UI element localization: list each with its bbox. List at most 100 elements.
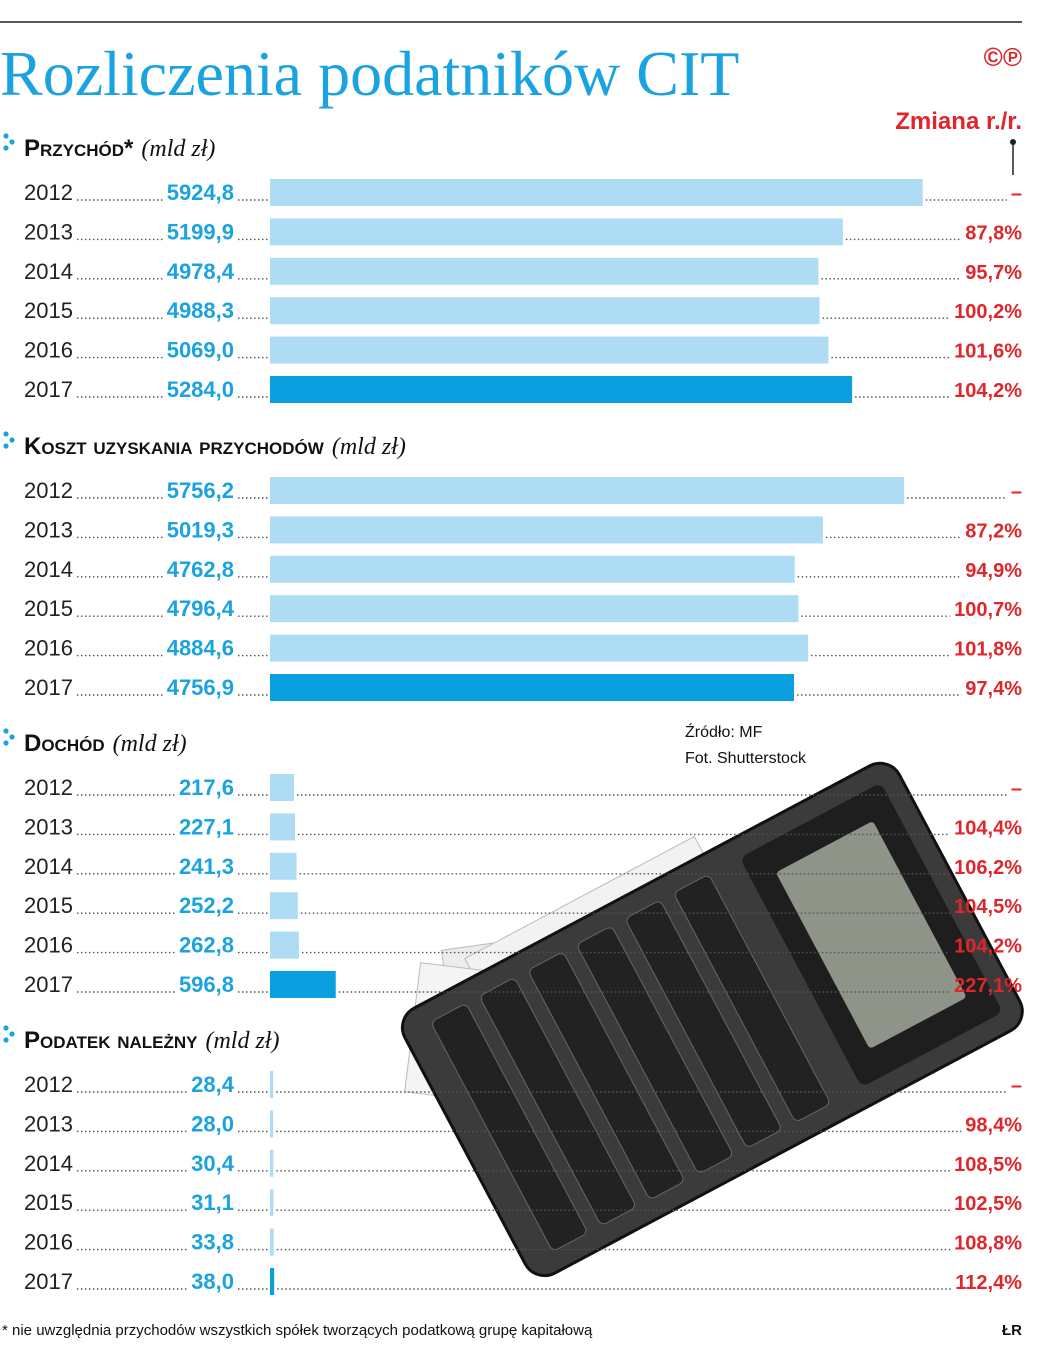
bullet: [3, 1037, 9, 1043]
bar: [270, 674, 795, 701]
year: 2012: [24, 1072, 73, 1097]
bar: [270, 971, 336, 998]
section-unit: (mld zł): [332, 434, 406, 460]
change-label: –: [1011, 481, 1022, 503]
year: 2015: [24, 893, 73, 918]
change-label: 87,8%: [965, 222, 1022, 244]
change-label: 102,5%: [954, 1193, 1022, 1215]
value-label: 4884,6: [167, 636, 234, 661]
change-label: 106,2%: [954, 857, 1022, 879]
year: 2014: [24, 854, 73, 879]
year: 2016: [24, 338, 73, 363]
bar: [270, 1071, 274, 1098]
year: 2014: [24, 557, 73, 582]
value-label: 227,1: [179, 814, 234, 839]
section-unit: (mld zł): [113, 731, 187, 757]
section-title: Koszt uzyskania przychodów: [24, 433, 325, 460]
change-header: Zmiana r./r.: [895, 108, 1022, 135]
change-label: 100,2%: [954, 301, 1022, 323]
bar: [270, 1110, 274, 1138]
value-label: 5199,9: [167, 219, 234, 244]
credit: ŁR: [1002, 1322, 1022, 1339]
value-label: 4762,8: [167, 557, 234, 582]
bullet: [9, 1031, 15, 1037]
change-label: 95,7%: [965, 262, 1022, 284]
year: 2016: [24, 1230, 73, 1255]
calculator-screen: [777, 822, 966, 1048]
value-label: 262,8: [179, 933, 234, 958]
value-label: 28,4: [191, 1072, 235, 1097]
value-label: 4988,3: [167, 298, 234, 323]
bar: [270, 1268, 275, 1295]
bar: [270, 336, 829, 364]
bullet: [3, 133, 9, 139]
value-label: 5756,2: [167, 478, 234, 503]
bar: [270, 774, 294, 801]
change-label: 227,1%: [954, 975, 1022, 997]
change-label: –: [1011, 183, 1022, 205]
value-label: 5284,0: [167, 377, 234, 402]
bar: [270, 634, 809, 662]
year: 2013: [24, 219, 73, 244]
bar: [270, 179, 923, 206]
value-label: 596,8: [179, 972, 234, 997]
source: Źródło: MF: [685, 722, 763, 741]
photo: [400, 761, 1024, 1278]
change-label: 87,2%: [965, 520, 1022, 542]
year: 2016: [24, 933, 73, 958]
bullet: [3, 740, 9, 746]
key-col: [480, 979, 635, 1225]
change-label: 101,8%: [954, 639, 1022, 661]
year: 2017: [24, 972, 73, 997]
bar: [270, 297, 820, 325]
value-label: 241,3: [179, 854, 234, 879]
key-col: [577, 927, 733, 1173]
value-label: 5069,0: [167, 338, 234, 363]
change-label: 112,4%: [955, 1272, 1022, 1294]
bar: [270, 257, 819, 285]
year: 2017: [24, 377, 73, 402]
title: Rozliczenia podatników CIT: [0, 38, 739, 109]
bullet: [9, 139, 15, 145]
bar: [270, 516, 823, 544]
bullet: [3, 728, 9, 734]
section-title: Dochód: [24, 730, 105, 757]
year: 2012: [24, 180, 73, 205]
value-label: 217,6: [179, 775, 234, 800]
bullet: [9, 734, 15, 740]
value-label: 252,2: [179, 893, 234, 918]
year: 2012: [24, 478, 73, 503]
value-label: 30,4: [191, 1151, 235, 1176]
key-col: [432, 1004, 587, 1250]
year: 2015: [24, 596, 73, 621]
keys: [432, 875, 830, 1250]
value-label: 5924,8: [167, 180, 234, 205]
value-label: 33,8: [191, 1230, 234, 1255]
section-title: Podatek należny: [24, 1027, 198, 1054]
photo-credit: Fot. Shutterstock: [685, 750, 807, 767]
change-label: 101,6%: [954, 341, 1022, 363]
bar: [270, 1189, 274, 1217]
year: 2014: [24, 259, 73, 284]
change-label: 97,4%: [965, 678, 1022, 700]
value-label: 28,0: [191, 1111, 234, 1136]
change-label: 94,9%: [965, 560, 1022, 582]
key-col: [675, 875, 830, 1121]
year: 2013: [24, 517, 73, 542]
change-label: 108,8%: [954, 1233, 1022, 1255]
value-label: 5019,3: [167, 517, 234, 542]
bullet: [3, 443, 9, 449]
footnote: * nie uwzględnia przychodów wszystkich s…: [2, 1322, 593, 1339]
year: 2014: [24, 1151, 73, 1176]
change-label: 104,4%: [954, 817, 1022, 839]
bar: [270, 931, 299, 959]
value-label: 31,1: [191, 1190, 234, 1215]
change-label: 104,2%: [954, 380, 1022, 402]
key-col: [529, 953, 684, 1199]
bar: [270, 477, 905, 504]
change-label: 100,7%: [954, 599, 1022, 621]
year: 2013: [24, 1111, 73, 1136]
year: 2012: [24, 775, 73, 800]
bullet: [3, 1025, 9, 1031]
